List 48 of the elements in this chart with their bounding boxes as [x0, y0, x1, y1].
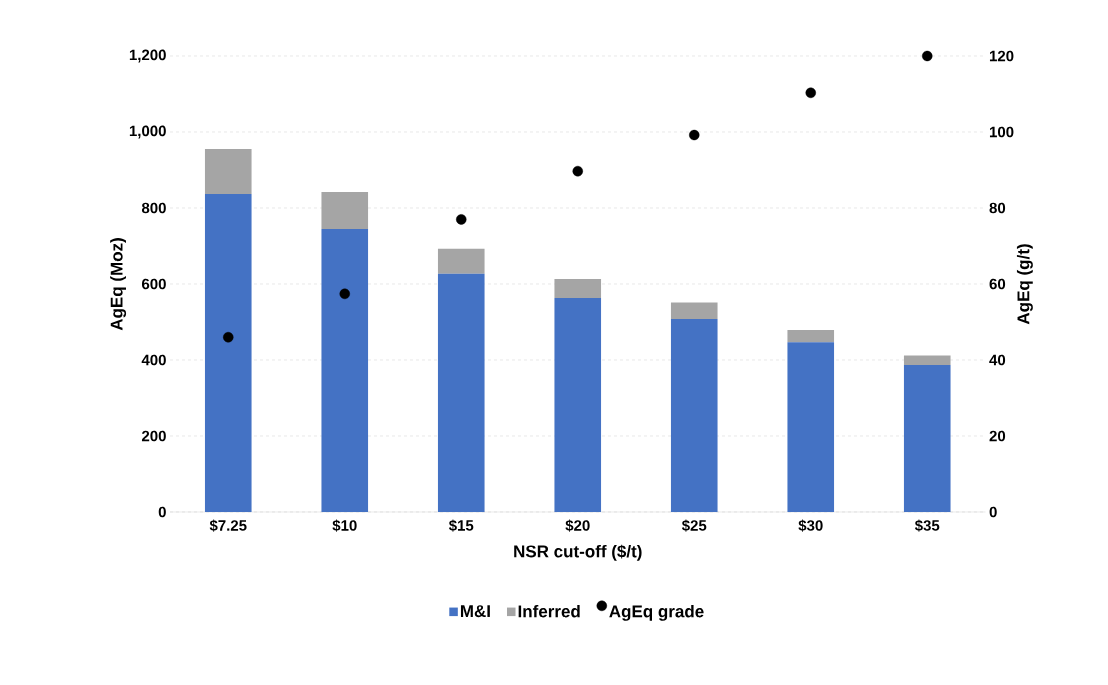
y-tick-label: 200 [141, 430, 166, 442]
point [572, 165, 583, 177]
bar [787, 329, 835, 343]
bar [554, 298, 602, 512]
x-tick-label: $7.25 [209, 519, 247, 532]
x-tick-label: $15 [448, 519, 474, 532]
legend-label: Inferred [518, 604, 580, 618]
y-tick-label: 0 [158, 506, 166, 518]
point [922, 50, 933, 62]
x-tick-label: $35 [914, 519, 940, 532]
point [339, 288, 350, 300]
bar [437, 273, 485, 512]
y2-tick-label: 60 [989, 278, 1006, 290]
bar [554, 279, 602, 299]
legend-label: AgEq grade [609, 604, 704, 621]
bar [204, 193, 252, 512]
bar [903, 364, 951, 512]
x-tick-label: $25 [681, 519, 707, 532]
bar [787, 342, 835, 512]
point [223, 331, 234, 343]
y-tick-label: 600 [142, 278, 166, 290]
x-tick-label: $30 [798, 519, 823, 532]
bar [437, 248, 485, 274]
y-tick-label: 400 [141, 354, 166, 366]
point [805, 87, 816, 99]
point [456, 214, 467, 225]
bar [321, 228, 369, 512]
x-axis-title: NSR cut-off ($/t) [514, 544, 642, 561]
y2-axis-title: AgEq (g/t) [1016, 244, 1033, 325]
bar [903, 355, 951, 365]
x-tick-label: $20 [565, 519, 590, 532]
y-tick-label: 1,000 [129, 125, 166, 139]
legend-label: M&I [460, 605, 490, 618]
y2-tick-label: 40 [989, 354, 1006, 366]
y2-tick-label: 120 [989, 50, 1014, 62]
bar [670, 318, 718, 512]
bar [204, 149, 252, 194]
y-tick-label: 800 [141, 202, 166, 214]
x-tick-label: $10 [332, 519, 357, 532]
y-tick-label: 1,200 [129, 49, 166, 63]
bar [321, 192, 369, 229]
y2-tick-label: 100 [989, 126, 1014, 138]
y2-tick-label: 0 [989, 506, 997, 518]
y2-tick-label: 80 [989, 202, 1006, 214]
point [689, 129, 700, 141]
y-axis-title: AgEq (Moz) [110, 238, 127, 331]
bar [670, 302, 718, 319]
y2-tick-label: 20 [989, 430, 1006, 442]
